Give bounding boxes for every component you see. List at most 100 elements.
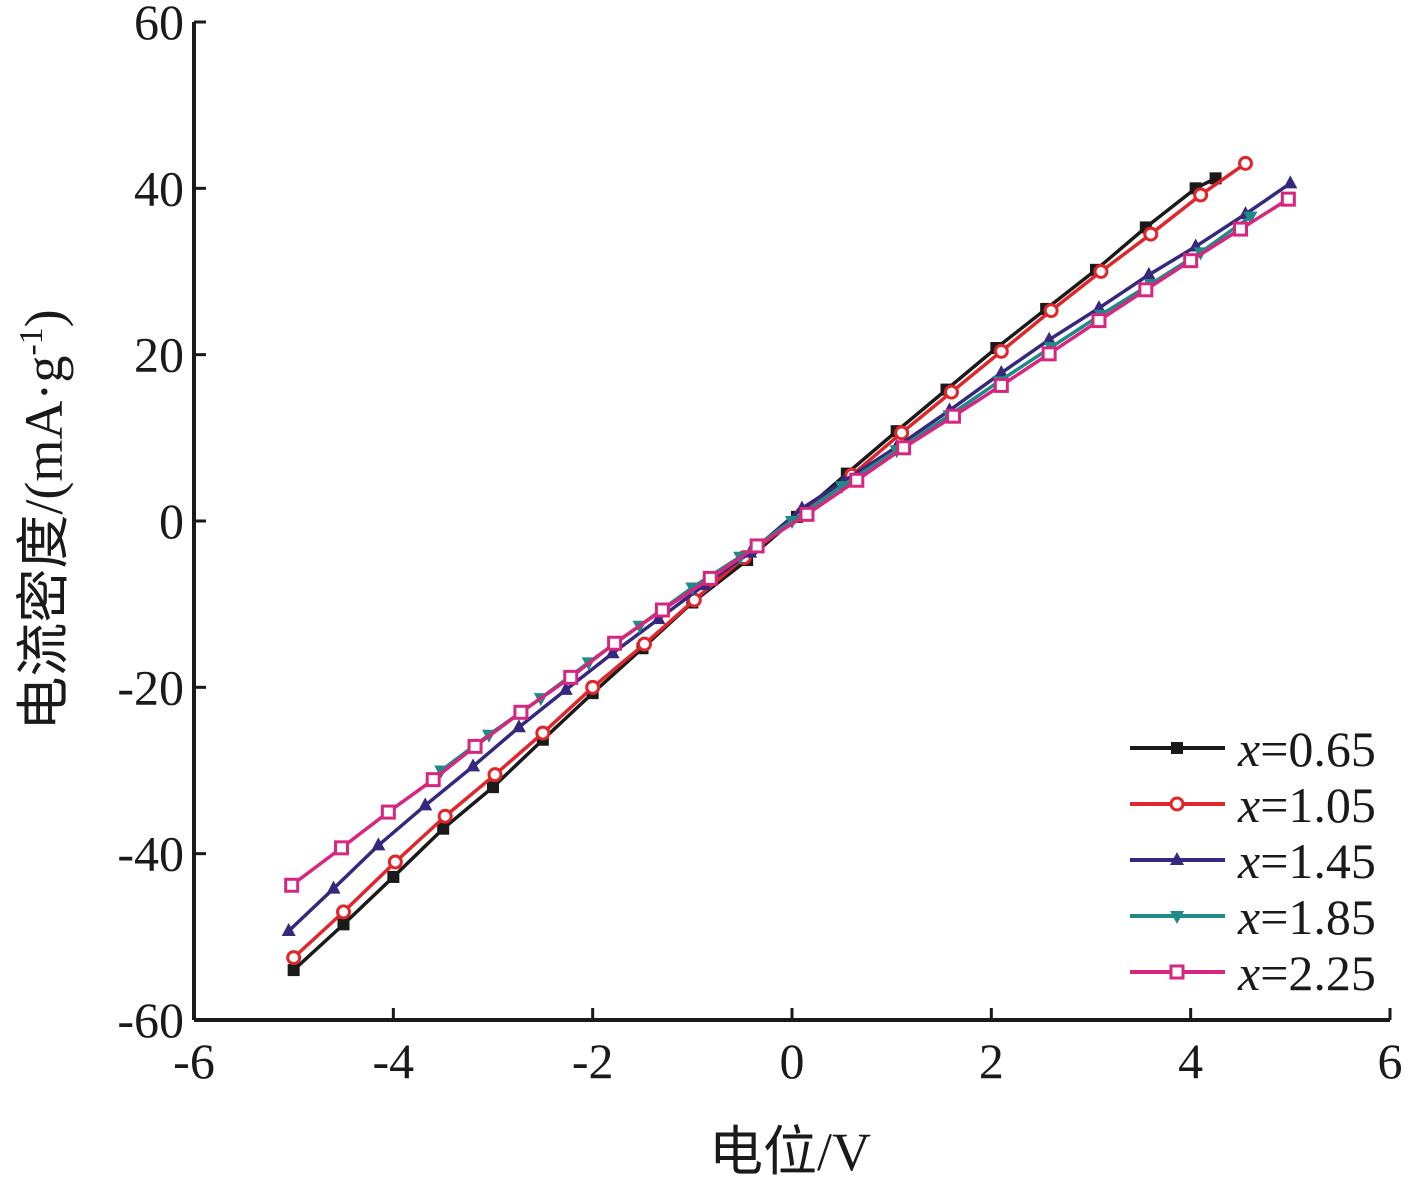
data-point <box>1283 175 1298 189</box>
data-point <box>1233 221 1248 237</box>
data-point <box>1043 303 1059 319</box>
legend-item: x=2.25 <box>1130 945 1376 1001</box>
data-point <box>425 772 441 788</box>
data-point <box>849 472 865 488</box>
data-point <box>607 635 623 651</box>
data-point <box>558 681 573 695</box>
y-tick-label: 40 <box>134 160 184 216</box>
data-point <box>1169 796 1185 812</box>
data-point <box>945 408 961 424</box>
data-point <box>387 870 400 883</box>
data-point <box>1041 346 1057 362</box>
data-point <box>437 808 453 824</box>
data-point <box>993 377 1009 393</box>
data-point <box>636 636 652 652</box>
data-point <box>418 797 433 811</box>
series-line <box>292 161 1247 959</box>
data-point <box>943 384 959 400</box>
data-point <box>334 840 350 856</box>
data-point <box>487 781 499 794</box>
data-point <box>1141 266 1156 280</box>
y-tick-label: -40 <box>117 826 184 882</box>
data-point <box>284 877 300 893</box>
data-point <box>286 950 302 966</box>
x-tick-label: 0 <box>780 1033 805 1089</box>
y-axis-title-main: 电流密度/(mA·g <box>14 356 74 731</box>
x-tick-label: 6 <box>1378 1033 1403 1089</box>
data-point <box>1170 911 1184 924</box>
series-x-1-05 <box>286 155 1253 966</box>
data-point <box>513 704 529 720</box>
data-point <box>466 758 481 772</box>
series-x-2-25 <box>284 191 1296 893</box>
data-point <box>1093 264 1109 279</box>
y-tick-label: 0 <box>159 493 184 549</box>
y-tick-label: 60 <box>134 0 184 50</box>
data-point <box>1091 313 1107 329</box>
data-point <box>1183 253 1199 269</box>
data-point <box>654 602 670 618</box>
data-point <box>326 880 341 894</box>
data-point <box>799 506 815 522</box>
data-point <box>1171 742 1183 754</box>
data-point <box>387 854 403 870</box>
data-point <box>563 669 579 685</box>
legend-label: x=1.85 <box>1237 889 1376 945</box>
data-point <box>1143 226 1159 242</box>
y-tick-label: 20 <box>134 327 184 383</box>
data-point <box>994 364 1009 378</box>
x-axis-title: 电位/V <box>709 1122 871 1181</box>
legend-label: x=0.65 <box>1237 721 1376 777</box>
data-point <box>605 645 620 659</box>
data-point <box>1237 155 1253 171</box>
x-tick-label: -2 <box>572 1033 614 1089</box>
data-point <box>487 767 503 783</box>
data-point <box>467 738 483 754</box>
legend-item: x=1.85 <box>1130 889 1376 945</box>
data-point <box>371 837 386 851</box>
data-point <box>585 679 601 695</box>
y-axis-title: 电流密度/(mA·g-1) <box>13 309 74 730</box>
data-point <box>1042 331 1057 345</box>
y-tick-label: -60 <box>117 992 184 1048</box>
data-point <box>651 611 666 625</box>
y-tick-label: -20 <box>117 659 184 715</box>
data-point <box>894 425 910 441</box>
data-point <box>281 923 296 937</box>
legend-label: x=1.45 <box>1237 833 1376 889</box>
plot-area <box>281 155 1298 977</box>
data-point <box>511 719 526 733</box>
data-point <box>896 440 912 456</box>
data-point <box>1170 852 1184 865</box>
legend-label: x=2.25 <box>1237 945 1376 1001</box>
x-tick-label: -4 <box>373 1033 415 1089</box>
x-tick-label: -6 <box>173 1033 215 1089</box>
data-point <box>380 804 396 820</box>
legend-item: x=1.45 <box>1130 833 1376 889</box>
data-point <box>336 904 351 920</box>
data-point <box>1280 191 1296 207</box>
x-tick-label: 4 <box>1178 1033 1203 1089</box>
data-point <box>535 725 551 741</box>
data-point <box>437 822 450 835</box>
series-x-0-65 <box>287 172 1222 977</box>
data-point <box>1243 211 1258 225</box>
legend: x=0.65x=1.05x=1.45x=1.85x=2.25 <box>1130 721 1376 1001</box>
series-line <box>290 197 1290 887</box>
data-point <box>337 918 350 931</box>
legend-item: x=0.65 <box>1130 721 1376 777</box>
data-point <box>993 343 1009 359</box>
legend-label: x=1.05 <box>1237 777 1376 833</box>
legend-item: x=1.05 <box>1130 777 1376 833</box>
x-tick-label: 2 <box>979 1033 1004 1089</box>
data-point <box>1169 964 1185 980</box>
series-line <box>292 176 1217 972</box>
data-point <box>702 570 718 586</box>
y-axis-title-sup: -1 <box>13 327 50 355</box>
y-axis-title-close: ) <box>14 309 74 327</box>
data-point <box>287 964 300 977</box>
data-point <box>749 538 765 554</box>
